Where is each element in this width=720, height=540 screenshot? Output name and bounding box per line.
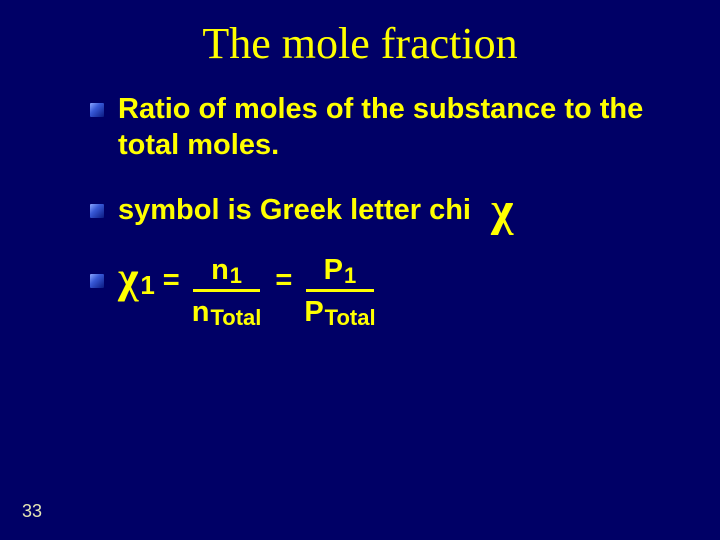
den-symbol: n [192, 298, 210, 327]
denominator: P Total [304, 292, 375, 327]
num-symbol: P [324, 256, 343, 285]
den-subscript: Total [210, 307, 261, 329]
page-number: 33 [22, 501, 42, 522]
chi-symbol: χ [479, 183, 513, 236]
numerator: P 1 [306, 256, 375, 292]
bullet-icon [90, 274, 104, 288]
numerator: n 1 [193, 256, 260, 292]
chi-one: χ 1 [118, 256, 155, 300]
fraction-1: n 1 n Total [192, 256, 262, 327]
num-subscript: 1 [230, 265, 242, 287]
bullet-icon [90, 204, 104, 218]
slide-title: The mole fraction [0, 0, 720, 79]
bullet-text: Ratio of moles of the substance to the t… [118, 91, 690, 164]
equals-sign: = [275, 264, 292, 297]
bullet-text: symbol is Greek letter chi χ [118, 192, 513, 228]
equals-sign: = [163, 264, 180, 297]
num-symbol: n [211, 256, 229, 285]
num-subscript: 1 [344, 265, 356, 287]
formula: χ 1 = n 1 n Total = P 1 [118, 256, 382, 327]
chi-subscript: 1 [140, 272, 154, 298]
den-symbol: P [304, 298, 323, 327]
denominator: n Total [192, 292, 262, 327]
bullet-text-inner: symbol is Greek letter chi [118, 194, 471, 226]
bullet-item-2: symbol is Greek letter chi χ [90, 192, 690, 228]
chi-glyph: χ [118, 256, 138, 300]
bullet-icon [90, 103, 104, 117]
slide-content: Ratio of moles of the substance to the t… [0, 79, 720, 327]
bullet-item-3: χ 1 = n 1 n Total = P 1 [90, 256, 690, 327]
fraction-2: P 1 P Total [304, 256, 375, 327]
bullet-item-1: Ratio of moles of the substance to the t… [90, 91, 690, 164]
den-subscript: Total [325, 307, 376, 329]
